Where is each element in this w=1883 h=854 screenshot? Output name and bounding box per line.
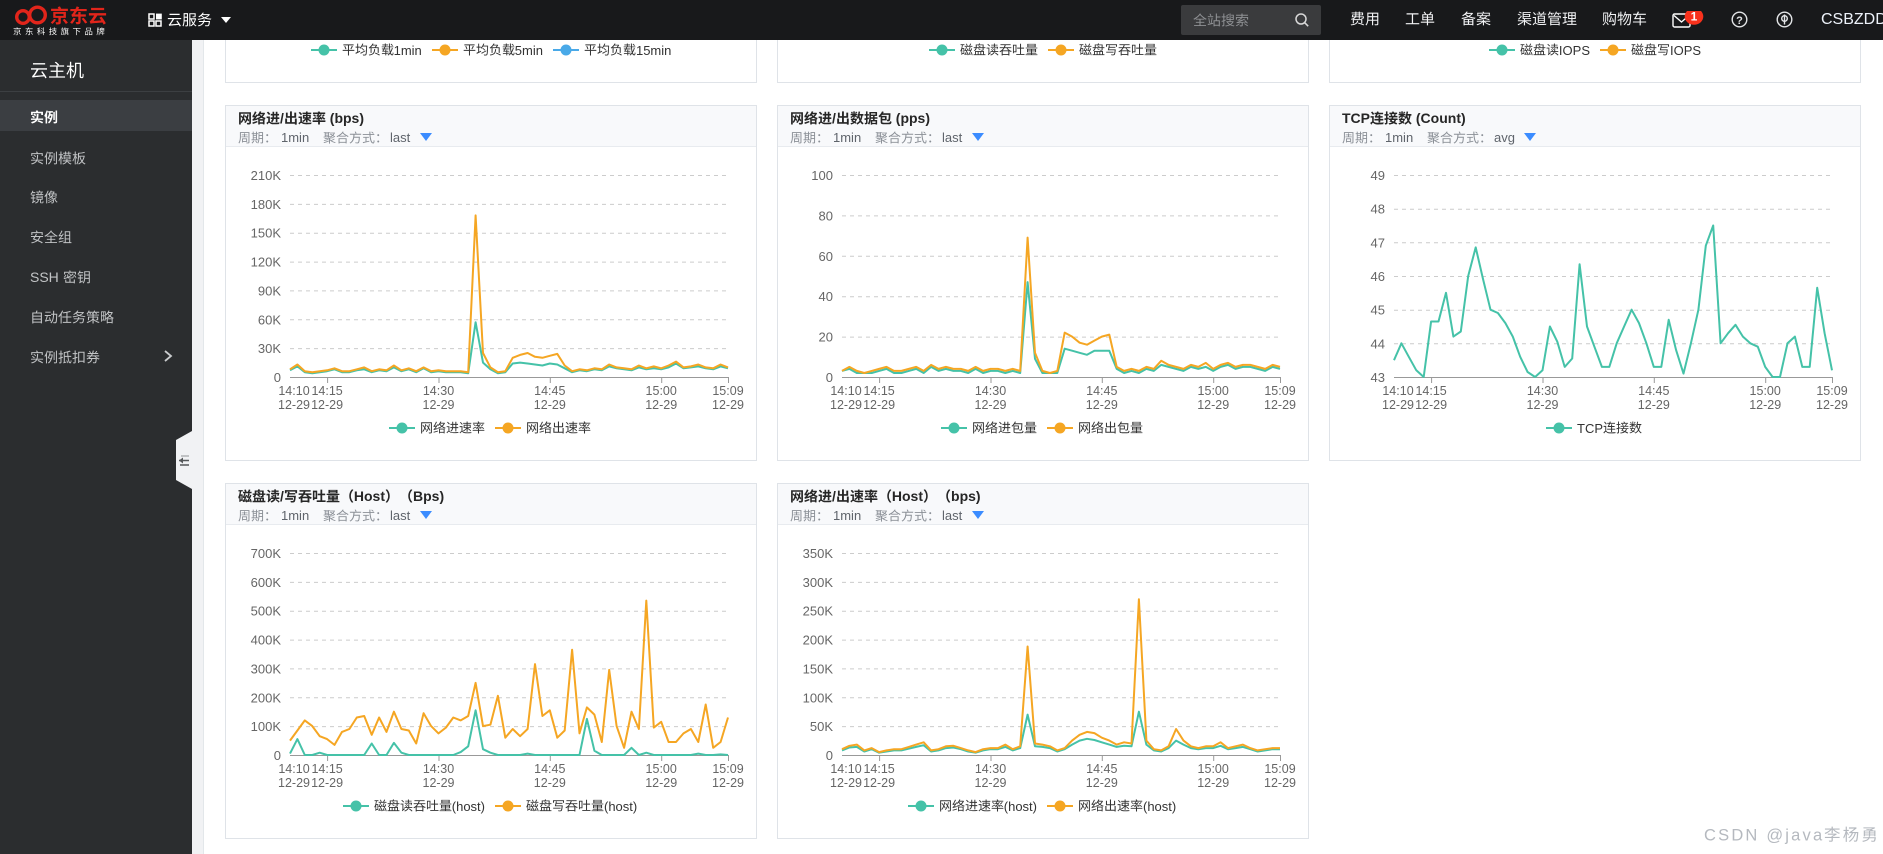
svg-text:12-29: 12-29 [278, 398, 310, 412]
svg-text:14:10: 14:10 [830, 384, 861, 398]
svg-text:0: 0 [826, 748, 833, 763]
svg-text:14:45: 14:45 [534, 384, 565, 398]
svg-text:12-29: 12-29 [712, 398, 744, 412]
svg-text:700K: 700K [251, 546, 282, 561]
svg-text:150K: 150K [251, 226, 282, 241]
svg-text:14:10: 14:10 [1382, 384, 1413, 398]
svg-text:14:30: 14:30 [1527, 384, 1558, 398]
svg-text:50K: 50K [810, 719, 833, 734]
svg-text:300K: 300K [251, 661, 282, 676]
svg-text:12-29: 12-29 [1816, 398, 1848, 412]
svg-text:500K: 500K [251, 604, 282, 619]
svg-text:14:15: 14:15 [1415, 384, 1446, 398]
svg-text:45: 45 [1371, 303, 1385, 318]
svg-text:15:09: 15:09 [1264, 384, 1295, 398]
svg-text:12-29: 12-29 [311, 776, 343, 790]
svg-text:49: 49 [1371, 168, 1385, 183]
svg-text:14:10: 14:10 [278, 384, 309, 398]
svg-text:14:45: 14:45 [1086, 384, 1117, 398]
svg-text:150K: 150K [803, 661, 834, 676]
svg-text:14:30: 14:30 [975, 762, 1006, 776]
svg-text:12-29: 12-29 [1086, 398, 1118, 412]
svg-text:40: 40 [819, 289, 833, 304]
svg-text:120K: 120K [251, 255, 282, 270]
svg-text:12-29: 12-29 [645, 776, 677, 790]
svg-text:1: 1 [1691, 11, 1698, 24]
svg-text:210K: 210K [251, 168, 282, 183]
svg-text:14:30: 14:30 [423, 384, 454, 398]
svg-text:14:45: 14:45 [1638, 384, 1669, 398]
svg-text:12-29: 12-29 [1638, 398, 1670, 412]
svg-text:14:15: 14:15 [311, 384, 342, 398]
svg-text:15:09: 15:09 [1816, 384, 1847, 398]
svg-text:350K: 350K [803, 546, 834, 561]
svg-text:15:00: 15:00 [646, 384, 677, 398]
svg-text:15:09: 15:09 [712, 762, 743, 776]
svg-text:12-29: 12-29 [423, 776, 455, 790]
svg-text:300K: 300K [803, 575, 834, 590]
svg-text:12-29: 12-29 [830, 398, 862, 412]
svg-text:200K: 200K [803, 633, 834, 648]
svg-text:100K: 100K [251, 719, 282, 734]
svg-text:12-29: 12-29 [975, 776, 1007, 790]
svg-text:600K: 600K [251, 575, 282, 590]
svg-text:46: 46 [1371, 269, 1385, 284]
svg-text:14:30: 14:30 [975, 384, 1006, 398]
svg-text:47: 47 [1371, 235, 1385, 250]
svg-text:14:45: 14:45 [1086, 762, 1117, 776]
svg-text:30K: 30K [258, 341, 281, 356]
svg-text:250K: 250K [803, 604, 834, 619]
svg-text:?: ? [1736, 15, 1743, 27]
svg-text:43: 43 [1371, 370, 1385, 385]
svg-text:15:09: 15:09 [712, 384, 743, 398]
svg-text:15:00: 15:00 [646, 762, 677, 776]
svg-text:180K: 180K [251, 197, 282, 212]
svg-text:12-29: 12-29 [975, 398, 1007, 412]
svg-text:15:00: 15:00 [1198, 762, 1229, 776]
svg-text:60K: 60K [258, 312, 281, 327]
svg-text:15:00: 15:00 [1750, 384, 1781, 398]
svg-text:12-29: 12-29 [1527, 398, 1559, 412]
svg-text:12-29: 12-29 [830, 776, 862, 790]
svg-text:14:15: 14:15 [311, 762, 342, 776]
svg-text:100: 100 [811, 168, 833, 183]
svg-text:14:30: 14:30 [423, 762, 454, 776]
svg-text:12-29: 12-29 [534, 398, 566, 412]
svg-text:12-29: 12-29 [1415, 398, 1447, 412]
svg-text:12-29: 12-29 [1086, 776, 1118, 790]
svg-text:12-29: 12-29 [1264, 398, 1296, 412]
svg-text:12-29: 12-29 [1197, 776, 1229, 790]
svg-text:90K: 90K [258, 283, 281, 298]
svg-text:14:15: 14:15 [863, 384, 894, 398]
svg-text:14:10: 14:10 [830, 762, 861, 776]
svg-text:20: 20 [819, 330, 833, 345]
svg-text:14:15: 14:15 [863, 762, 894, 776]
svg-text:44: 44 [1371, 336, 1385, 351]
svg-text:12-29: 12-29 [311, 398, 343, 412]
svg-text:14:10: 14:10 [278, 762, 309, 776]
svg-text:12-29: 12-29 [1264, 776, 1296, 790]
svg-text:0: 0 [826, 370, 833, 385]
svg-text:12-29: 12-29 [863, 776, 895, 790]
svg-text:100K: 100K [803, 690, 834, 705]
svg-text:12-29: 12-29 [645, 398, 677, 412]
svg-text:48: 48 [1371, 202, 1385, 217]
svg-text:14:45: 14:45 [534, 762, 565, 776]
svg-text:400K: 400K [251, 633, 282, 648]
svg-text:60: 60 [819, 249, 833, 264]
svg-text:12-29: 12-29 [1749, 398, 1781, 412]
svg-text:12-29: 12-29 [278, 776, 310, 790]
svg-text:12-29: 12-29 [712, 776, 744, 790]
svg-text:15:00: 15:00 [1198, 384, 1229, 398]
svg-text:12-29: 12-29 [863, 398, 895, 412]
svg-text:0: 0 [274, 370, 281, 385]
svg-text:12-29: 12-29 [534, 776, 566, 790]
svg-text:0: 0 [274, 748, 281, 763]
svg-text:200K: 200K [251, 690, 282, 705]
svg-text:15:09: 15:09 [1264, 762, 1295, 776]
svg-text:12-29: 12-29 [1382, 398, 1414, 412]
svg-text:12-29: 12-29 [423, 398, 455, 412]
svg-text:80: 80 [819, 208, 833, 223]
svg-text:12-29: 12-29 [1197, 398, 1229, 412]
